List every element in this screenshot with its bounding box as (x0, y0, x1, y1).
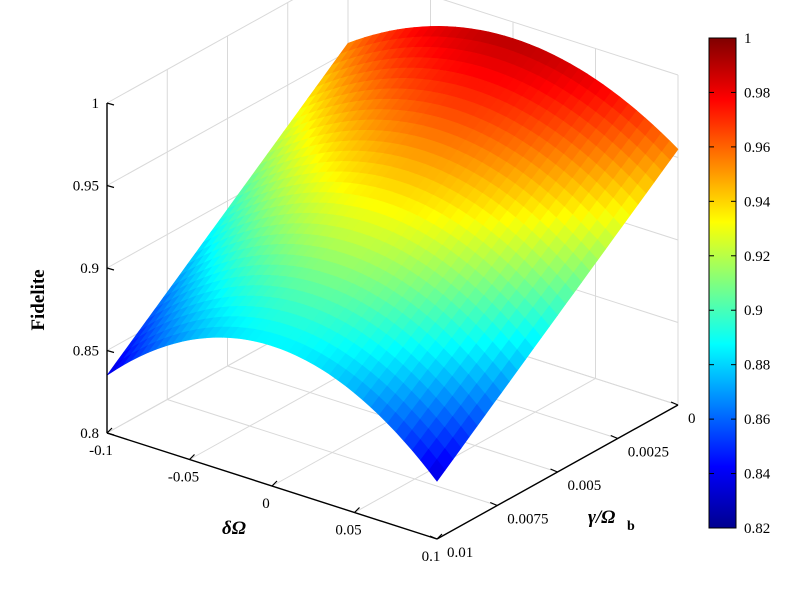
y-tick-label: 0.0075 (507, 512, 548, 528)
grid-line (354, 378, 596, 513)
z-tick-mark (106, 432, 115, 436)
z-tick-mark (106, 267, 115, 271)
x-tick-label: -0.05 (168, 470, 199, 486)
colorbar-tick-label: 0.96 (744, 140, 771, 156)
z-tick-mark (106, 349, 115, 354)
x-tick-mark (271, 480, 278, 487)
y-tick-label: 0 (688, 411, 696, 427)
y-tick-label: 0.01 (447, 545, 473, 561)
fidelity-surface (106, 25, 679, 482)
x-tick-mark (436, 533, 443, 540)
colorbar-tick-label: 0.98 (744, 85, 770, 101)
y-tick-mark (550, 468, 558, 473)
z-tick-mark (106, 102, 115, 106)
x-tick-mark (354, 507, 360, 513)
colorbar-tick-label: 0.94 (744, 194, 771, 210)
y-tick-mark (670, 401, 679, 406)
z-tick-mark (106, 184, 115, 189)
z-tick-label: 0.85 (73, 344, 99, 360)
x-tick-label: 0.1 (422, 549, 441, 565)
x-tick-label: 0 (262, 496, 270, 512)
z-tick-label: 0.95 (73, 179, 99, 195)
colorbar-tick-label: 0.82 (744, 521, 770, 537)
y-axis-label-subscript: b (627, 519, 635, 534)
y-axis-label: γ/Ω (588, 507, 615, 528)
surface-patch (428, 459, 446, 482)
y-tick-mark (490, 501, 498, 507)
colorbar-tick-label: 0.9 (744, 303, 763, 319)
y-tick-mark (429, 535, 438, 540)
x-tick-label: 0.05 (335, 523, 361, 539)
y-axis-label-main: γ/Ω (588, 507, 615, 528)
x-tick-mark (189, 454, 195, 460)
colorbar (708, 37, 737, 529)
x-axis-ticks: -0.1 -0.05 0 0.05 0.1 (89, 427, 443, 565)
y-axis-ticks: 0 0.0025 0.005 0.0075 0.01 (429, 401, 696, 561)
y-tick-label: 0.0025 (628, 445, 669, 461)
surface-patch (106, 358, 124, 376)
colorbar-ticks: 0.82 0.84 0.86 0.88 0.9 0.92 0.94 0.96 0.98 1 (709, 31, 771, 537)
colorbar-tick-label: 0.84 (744, 467, 771, 483)
z-tick-label: 0.9 (80, 261, 99, 277)
x-tick-label: -0.1 (89, 443, 113, 459)
z-tick-label: 0.8 (80, 426, 99, 442)
x-tick-mark (106, 427, 113, 434)
colorbar-tick-label: 0.86 (744, 412, 771, 428)
z-tick-label: 1 (92, 96, 100, 112)
z-axis-ticks: 0.8 0.85 0.9 0.95 1 (73, 96, 115, 442)
colorbar-tick-label: 0.92 (744, 249, 770, 265)
y-tick-mark (610, 434, 618, 440)
colorbar-tick-label: 1 (744, 31, 752, 47)
colorbar-tick-label: 0.88 (744, 358, 770, 374)
z-axis-label: Fidelite (28, 269, 49, 330)
x-axis-label: δΩ (222, 518, 246, 539)
y-tick-label: 0.005 (568, 478, 602, 494)
